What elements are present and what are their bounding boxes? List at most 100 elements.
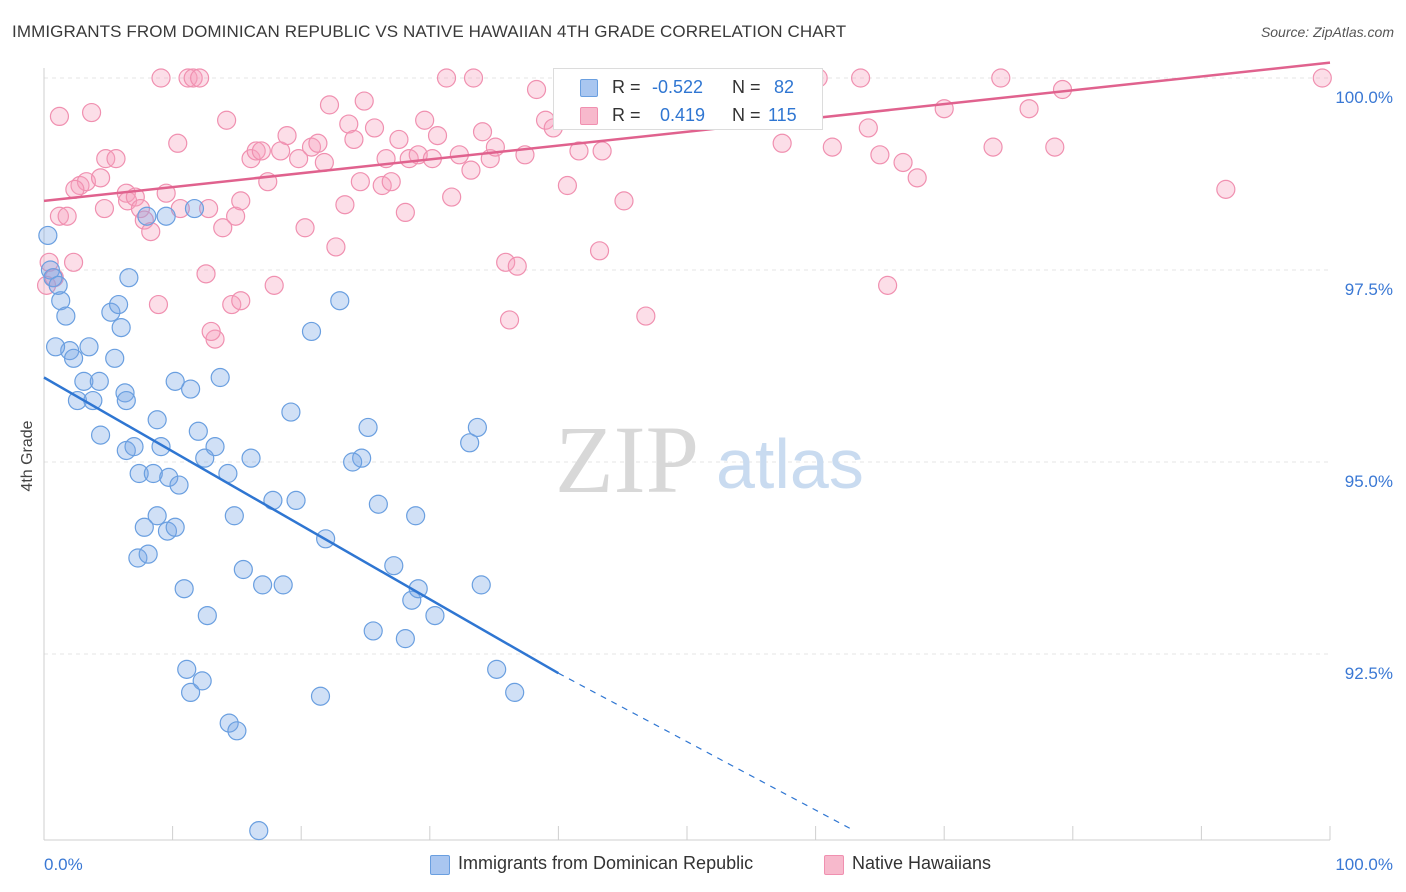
data-point	[472, 122, 493, 142]
data-point	[368, 494, 388, 514]
data-point	[310, 686, 331, 706]
legend-r-label: R =	[612, 77, 641, 97]
data-point	[108, 294, 129, 315]
legend-n-label: N =	[732, 105, 761, 125]
legend-r-value: -0.522	[652, 77, 704, 97]
data-point	[119, 268, 139, 288]
data-point	[471, 575, 491, 595]
series-dominican-republic	[38, 198, 525, 841]
data-point	[277, 126, 297, 146]
correlation-legend: R = -0.522 N = 82 R = 0.419 N = 115	[553, 68, 823, 130]
data-point	[90, 425, 111, 445]
trend-line-extension-dominican-republic	[558, 672, 855, 832]
chart-title: IMMIGRANTS FROM DOMINICAN REPUBLIC VS NA…	[12, 22, 847, 41]
data-point	[81, 102, 102, 123]
series-native-hawaiians	[36, 68, 1332, 349]
data-point	[592, 141, 612, 161]
data-point	[169, 475, 189, 495]
data-point	[226, 206, 246, 226]
legend-swatch-pink	[824, 855, 844, 875]
data-point	[138, 544, 158, 564]
legend-row-pink: R = 0.419 N = 115	[554, 101, 822, 129]
data-point	[147, 410, 167, 430]
trend-line-native-hawaiians	[43, 61, 1331, 203]
data-point	[116, 390, 136, 411]
source-label: Source: ZipAtlas.com	[1260, 24, 1394, 40]
trend-line-dominican-republic	[43, 376, 560, 675]
data-point	[231, 191, 251, 211]
data-point	[319, 95, 340, 115]
data-point	[286, 490, 306, 510]
watermark-zip: ZIP	[555, 406, 699, 513]
bottom-legend: Immigrants from Dominican Republic Nativ…	[0, 852, 1406, 878]
data-point	[350, 172, 370, 192]
data-point	[45, 337, 66, 357]
data-point	[174, 579, 194, 599]
data-point	[168, 133, 188, 153]
data-point	[196, 264, 216, 284]
data-point	[589, 241, 610, 261]
data-point	[48, 275, 68, 295]
trend-lines	[43, 61, 1331, 832]
legend-swatch-pink	[580, 107, 598, 125]
data-point	[36, 275, 57, 295]
data-point	[389, 129, 409, 150]
data-point	[499, 310, 520, 330]
legend-swatch-blue	[430, 855, 450, 875]
data-point	[427, 126, 448, 146]
data-point	[143, 463, 163, 484]
data-point	[106, 149, 126, 169]
data-point	[273, 575, 293, 595]
data-point	[878, 275, 898, 295]
data-point	[436, 68, 457, 88]
data-point	[199, 198, 219, 219]
data-point	[165, 371, 185, 391]
data-point	[241, 448, 261, 468]
data-point	[210, 367, 230, 388]
data-point	[264, 275, 284, 295]
data-point	[197, 605, 217, 626]
data-point	[496, 252, 516, 272]
data-point	[301, 321, 322, 342]
data-point	[343, 452, 363, 472]
legend-n-value: 82	[774, 77, 795, 97]
data-point	[614, 191, 634, 211]
data-point	[115, 383, 135, 403]
data-point	[907, 168, 927, 188]
data-point	[192, 671, 212, 691]
data-point	[461, 160, 481, 180]
data-point	[1216, 179, 1236, 199]
legend-r-label: R =	[612, 105, 641, 125]
data-point	[124, 437, 144, 457]
data-point	[983, 137, 1003, 157]
data-point	[137, 206, 157, 226]
data-point	[893, 152, 913, 173]
data-point	[213, 218, 233, 238]
data-point	[384, 556, 404, 576]
legend-n-value: 115	[768, 105, 797, 125]
data-point	[76, 172, 97, 192]
data-point	[314, 152, 334, 173]
data-point	[105, 348, 125, 368]
data-point	[134, 517, 154, 537]
data-point	[851, 68, 871, 88]
data-point	[178, 68, 198, 88]
legend-label: Immigrants from Dominican Republic	[458, 853, 754, 873]
data-point	[636, 306, 656, 326]
data-point	[39, 252, 59, 272]
watermark: ZIP atlas	[555, 406, 864, 513]
data-point	[190, 68, 210, 88]
data-point	[363, 621, 383, 641]
data-point	[344, 129, 364, 150]
tick-labels: 92.5% 95.0% 97.5% 100.0% 0.0% 100.0%	[44, 88, 1393, 874]
data-point	[395, 629, 415, 649]
legend-n-label: N =	[732, 77, 761, 97]
data-point	[63, 348, 84, 368]
data-point	[151, 68, 171, 88]
data-point	[56, 306, 76, 326]
data-point	[415, 110, 435, 130]
data-point	[295, 218, 315, 238]
data-point	[395, 202, 415, 222]
legend-label: Native Hawaiians	[852, 853, 992, 873]
data-point	[460, 433, 480, 453]
